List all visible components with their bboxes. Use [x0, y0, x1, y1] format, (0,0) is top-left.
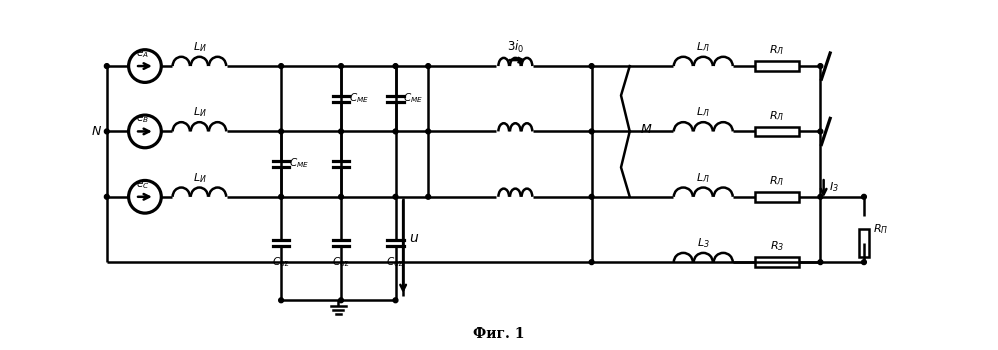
Text: $C_{МЕ}$: $C_{МЕ}$	[403, 91, 423, 105]
Text: $I_З$: $I_З$	[829, 180, 839, 194]
Circle shape	[818, 260, 822, 265]
Circle shape	[393, 194, 398, 199]
Circle shape	[105, 64, 109, 69]
Text: $C_{0Σ}$: $C_{0Σ}$	[332, 255, 350, 269]
Circle shape	[426, 129, 430, 134]
Circle shape	[426, 64, 430, 69]
Text: $C_{0Σ}$: $C_{0Σ}$	[272, 255, 290, 269]
Text: $C_{МЕ}$: $C_{МЕ}$	[348, 91, 368, 105]
Circle shape	[589, 194, 594, 199]
Bar	[755, 61, 798, 71]
Circle shape	[278, 298, 283, 303]
Text: $L_З$: $L_З$	[697, 236, 710, 250]
Text: $C_{0Σ}$: $C_{0Σ}$	[386, 255, 404, 269]
Text: $R_Л$: $R_Л$	[769, 43, 784, 57]
Circle shape	[589, 64, 594, 69]
Text: $L_Л$: $L_Л$	[697, 171, 711, 185]
Text: $R_З$: $R_З$	[769, 240, 784, 253]
Circle shape	[818, 194, 822, 199]
Text: $e_А$: $e_А$	[137, 48, 149, 60]
Text: Фиг. 1: Фиг. 1	[473, 327, 525, 341]
Text: $R_Л$: $R_Л$	[769, 109, 784, 123]
Text: $e_С$: $e_С$	[136, 179, 150, 191]
Text: $L_Л$: $L_Л$	[697, 40, 711, 54]
Text: $R_П$: $R_П$	[872, 223, 888, 236]
Circle shape	[818, 64, 822, 69]
Text: $N$: $N$	[92, 125, 103, 138]
Text: $L_И$: $L_И$	[193, 106, 207, 119]
Circle shape	[278, 129, 283, 134]
Circle shape	[278, 194, 283, 199]
Circle shape	[426, 194, 430, 199]
Circle shape	[393, 64, 398, 69]
Text: $R_Л$: $R_Л$	[769, 174, 784, 188]
Text: $u$: $u$	[408, 231, 419, 245]
Text: $3i_0$: $3i_0$	[507, 39, 524, 55]
Circle shape	[861, 260, 866, 265]
Circle shape	[589, 129, 594, 134]
Circle shape	[393, 298, 398, 303]
Circle shape	[338, 64, 343, 69]
Circle shape	[818, 129, 822, 134]
Text: $L_И$: $L_И$	[193, 40, 207, 54]
Circle shape	[105, 194, 109, 199]
Text: $L_Л$: $L_Л$	[697, 106, 711, 119]
Bar	[755, 192, 798, 202]
Text: $M$: $M$	[640, 123, 653, 136]
Circle shape	[393, 129, 398, 134]
Circle shape	[278, 64, 283, 69]
Text: $C_{МЕ}$: $C_{МЕ}$	[288, 156, 308, 170]
Circle shape	[105, 129, 109, 134]
Circle shape	[861, 194, 866, 199]
Circle shape	[338, 129, 343, 134]
Text: $L_И$: $L_И$	[193, 171, 207, 185]
Circle shape	[338, 194, 343, 199]
Text: $e_В$: $e_В$	[137, 114, 150, 125]
Circle shape	[338, 298, 343, 303]
Bar	[858, 230, 869, 257]
Bar	[755, 126, 798, 136]
Bar	[755, 257, 798, 267]
Circle shape	[589, 260, 594, 265]
